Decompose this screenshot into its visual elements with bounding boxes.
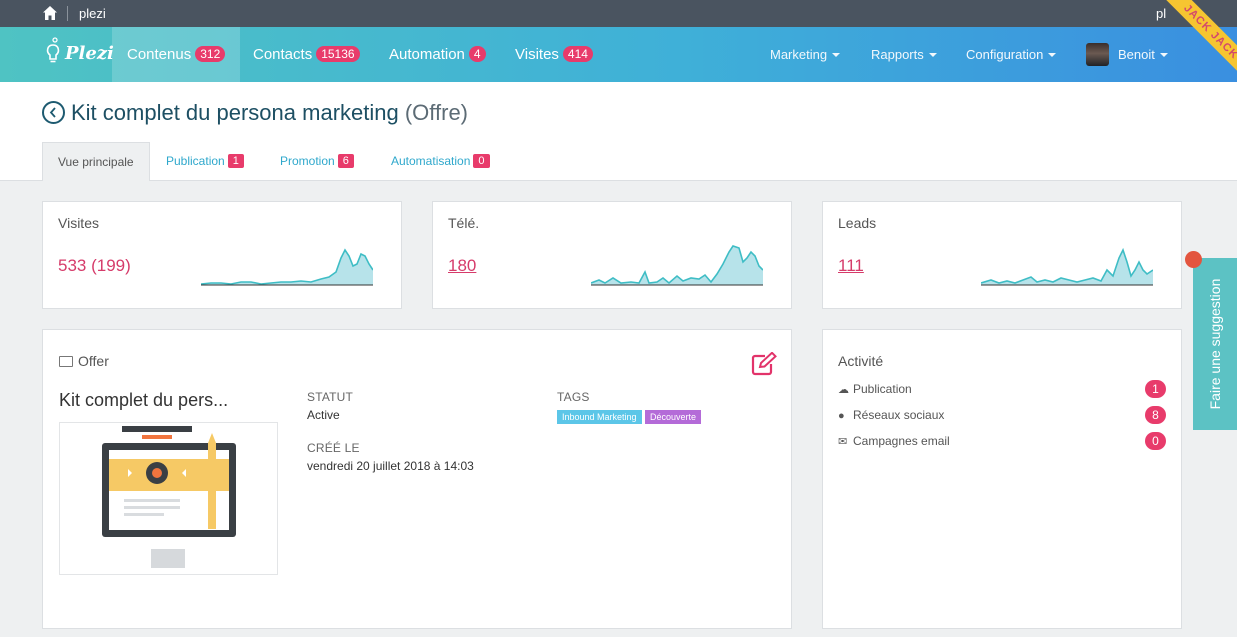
envelope-icon: ✉ — [838, 436, 848, 448]
avatar[interactable] — [1086, 43, 1109, 66]
stat-value: 533 (199) — [58, 256, 131, 275]
edit-button[interactable] — [751, 352, 777, 376]
menu-configuration[interactable]: Configuration — [966, 27, 1057, 82]
chevron-left-icon — [49, 107, 56, 118]
stat-label: Leads — [838, 215, 877, 231]
activity-label: Publication — [853, 382, 912, 396]
nav-label: Contacts — [253, 46, 313, 63]
nav-contacts[interactable]: Contacts 15136 — [253, 27, 360, 82]
title-text: Kit complet du persona marketing — [71, 100, 399, 125]
home-icon[interactable] — [42, 5, 58, 21]
offer-illustration — [102, 426, 236, 568]
count-badge: 0 — [473, 154, 490, 168]
suggestion-tab[interactable]: Faire une suggestion — [1193, 258, 1237, 430]
tab-automatisation[interactable]: Automatisation 0 — [391, 142, 490, 181]
activity-row-reseaux-sociaux[interactable]: ● Réseaux sociaux 8 — [838, 406, 1166, 424]
menu-user[interactable]: Benoit — [1118, 27, 1168, 82]
activity-label: Campagnes email — [853, 434, 950, 448]
menu-label: Configuration — [966, 47, 1044, 62]
menu-label: Marketing — [770, 47, 828, 62]
count-badge: 0 — [1145, 432, 1166, 450]
count-badge: 414 — [562, 46, 593, 62]
activity-label: Réseaux sociaux — [853, 408, 945, 422]
created-label: CRÉÉ LE — [307, 441, 360, 455]
offer-card: Offer Kit complet du pers... STATUT Acti… — [42, 329, 792, 629]
activity-row-campagnes-email[interactable]: ✉ Campagnes email 0 — [838, 432, 1166, 450]
activity-row-publication[interactable]: ☁ Publication 1 — [838, 380, 1166, 398]
page-header: Kit complet du persona marketing (Offre)… — [0, 82, 1237, 181]
tab-label: Promotion — [280, 154, 335, 168]
menu-rapports[interactable]: Rapports — [871, 27, 937, 82]
caret-down-icon — [1159, 53, 1168, 57]
stat-label: Visites — [58, 215, 99, 231]
top-bar: plezi pl — [0, 0, 1237, 27]
activity-card: Activité ☁ Publication 1 ● Réseaux sociaux… — [822, 329, 1182, 629]
suggestion-label: Faire une suggestion — [1207, 278, 1223, 410]
cloud-icon: ☁ — [838, 384, 849, 396]
divider — [67, 6, 68, 21]
menu-marketing[interactable]: Marketing — [770, 27, 841, 82]
tab-label: Automatisation — [391, 154, 471, 168]
tab-vue-principale[interactable]: Vue principale — [42, 142, 150, 181]
caret-down-icon — [832, 53, 841, 57]
back-button[interactable] — [42, 101, 65, 124]
count-badge: 4 — [468, 46, 486, 62]
notification-dot[interactable] — [1185, 251, 1202, 268]
bulb-icon — [46, 37, 60, 63]
stat-card-telechargements: Télé. 180 — [432, 201, 792, 309]
offer-thumbnail — [59, 422, 278, 575]
sparkline-visites — [201, 248, 373, 286]
stat-card-leads: Leads 111 — [822, 201, 1182, 309]
tab-label: Vue principale — [58, 155, 134, 169]
ribbon-label: JACK JACK — [1158, 0, 1237, 82]
environment-ribbon: JACK JACK — [1148, 0, 1237, 82]
count-badge: 6 — [337, 154, 354, 168]
count-badge: 312 — [195, 46, 226, 62]
tag-decouverte[interactable]: Découverte — [645, 410, 702, 424]
account-name[interactable]: pl — [1156, 6, 1167, 21]
count-badge: 8 — [1145, 406, 1166, 424]
menu-label: Rapports — [871, 47, 924, 62]
nav-label: Visites — [515, 46, 559, 63]
sparkline-leads — [981, 247, 1153, 286]
stat-value-link[interactable]: 111 — [838, 256, 864, 275]
count-badge: 1 — [1145, 380, 1166, 398]
page-title: Kit complet du persona marketing (Offre) — [71, 100, 468, 126]
logo-text: Plezi — [65, 43, 114, 64]
count-badge: 1 — [227, 154, 244, 168]
offer-heading-label: Offer — [78, 353, 109, 369]
tags-label: TAGS — [557, 390, 590, 404]
status-label: STATUT — [307, 390, 354, 404]
offer-name: Kit complet du pers... — [59, 390, 229, 410]
nav-label: Contenus — [127, 46, 192, 63]
status-value: Active — [307, 408, 340, 422]
sparkline-telechargements — [591, 245, 763, 286]
tab-publication[interactable]: Publication 1 — [166, 142, 244, 181]
stat-label: Télé. — [448, 215, 480, 231]
offer-heading: Offer — [59, 353, 109, 369]
site-name[interactable]: plezi — [79, 6, 106, 21]
nav-visites[interactable]: Visites 414 — [515, 27, 593, 82]
tab-promotion[interactable]: Promotion 6 — [280, 142, 354, 181]
caret-down-icon — [1048, 53, 1057, 57]
activity-title: Activité — [838, 353, 884, 369]
main-navbar: Plezi Contenus 312 Contacts 15136 Automati… — [0, 27, 1237, 82]
comment-icon: ● — [838, 410, 845, 422]
nav-label: Automation — [389, 46, 465, 63]
nav-automation[interactable]: Automation 4 — [389, 27, 486, 82]
caret-down-icon — [928, 53, 937, 57]
tag-inbound-marketing[interactable]: Inbound Marketing — [557, 410, 642, 424]
count-badge: 15136 — [316, 46, 360, 62]
stat-value-link[interactable]: 180 — [448, 256, 477, 275]
tab-label: Publication — [166, 154, 225, 168]
nav-contenus[interactable]: Contenus 312 — [112, 27, 241, 82]
title-type: (Offre) — [404, 100, 469, 125]
created-value: vendredi 20 juillet 2018 à 14:03 — [307, 459, 474, 473]
stat-card-visites: Visites 533 (199) — [42, 201, 402, 309]
image-icon — [59, 356, 73, 367]
user-name: Benoit — [1118, 47, 1155, 62]
